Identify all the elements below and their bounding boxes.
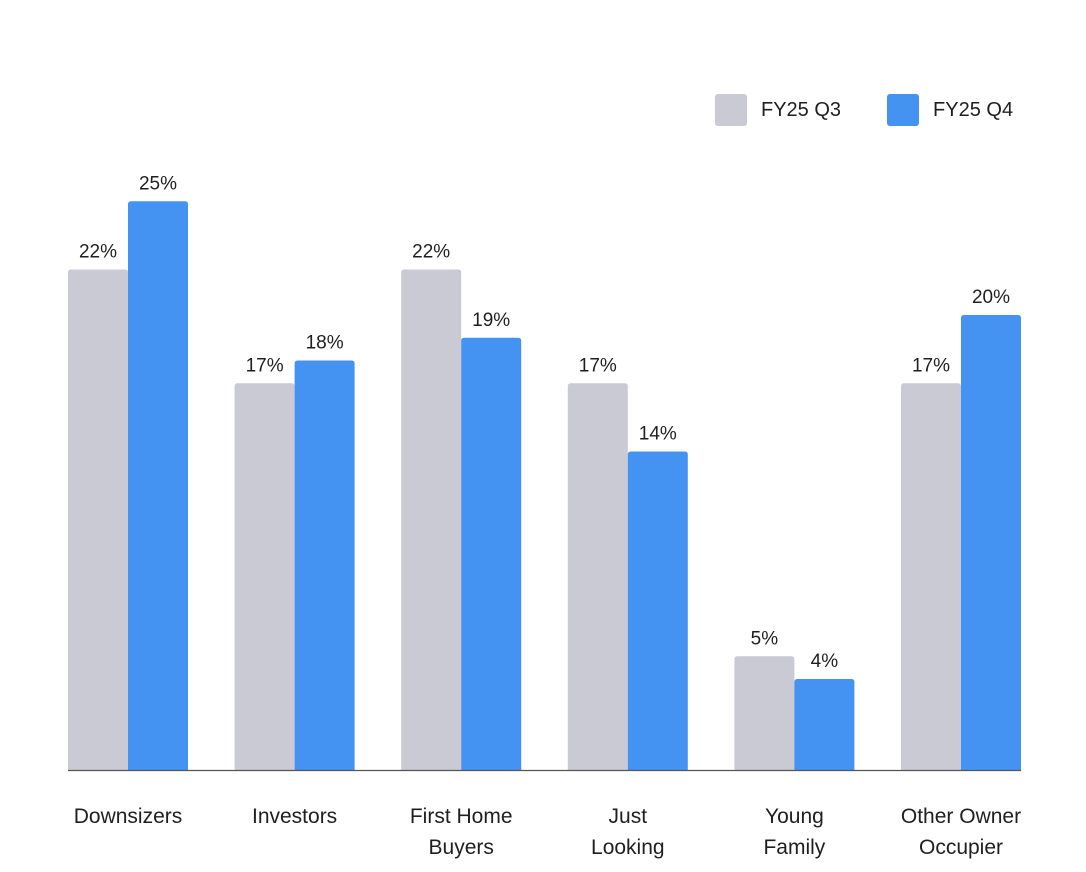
data-label-4-series-1: 4% bbox=[811, 651, 839, 672]
bar-0-series-0 bbox=[68, 269, 128, 770]
data-label-1-series-0: 17% bbox=[246, 355, 284, 376]
category-label-5: Other Owner Occupier bbox=[901, 805, 1021, 859]
bar-2-series-0 bbox=[401, 269, 462, 770]
category-label-4-line-0: Young bbox=[765, 805, 824, 828]
bar-5-series-1 bbox=[961, 315, 1021, 770]
bar-5-series-0 bbox=[901, 383, 961, 770]
data-label-3-series-1: 14% bbox=[639, 424, 677, 445]
legend-label-q4: FY25 Q4 bbox=[933, 98, 1014, 121]
data-label-0-series-0: 22% bbox=[79, 242, 117, 263]
legend-item-q3: FY25 Q3 bbox=[715, 94, 841, 126]
category-label-0: Downsizers bbox=[74, 805, 183, 828]
category-label-4-line-1: Family bbox=[763, 836, 825, 859]
category-label-4: Young Family bbox=[763, 805, 825, 859]
category-label-1: Investors bbox=[252, 805, 337, 828]
bar-2-series-1 bbox=[461, 337, 522, 770]
data-label-2-series-0: 22% bbox=[412, 242, 450, 263]
legend-swatch-q3 bbox=[715, 94, 747, 126]
category-label-3: Just Looking bbox=[591, 805, 665, 859]
bar-3-series-1 bbox=[627, 451, 688, 770]
bar-1-series-0 bbox=[234, 383, 295, 770]
legend-item-q4: FY25 Q4 bbox=[887, 94, 1013, 126]
bar-4-series-0 bbox=[734, 656, 795, 770]
bar-1-series-1 bbox=[294, 360, 355, 770]
category-label-3-line-1: Looking bbox=[591, 836, 665, 859]
bar-3-series-0 bbox=[567, 383, 628, 770]
category-label-2: First Home Buyers bbox=[410, 805, 513, 859]
legend: FY25 Q3 FY25 Q4 bbox=[715, 94, 1013, 126]
category-label-0-line-0: Downsizers bbox=[74, 805, 183, 828]
category-label-3-line-0: Just bbox=[609, 805, 648, 828]
category-label-2-line-0: First Home bbox=[410, 805, 513, 828]
data-label-5-series-0: 17% bbox=[912, 355, 950, 376]
data-label-0-series-1: 25% bbox=[139, 173, 177, 194]
legend-label-q3: FY25 Q3 bbox=[761, 98, 842, 121]
category-label-5-line-0: Other Owner bbox=[901, 805, 1021, 828]
legend-swatch-q4 bbox=[887, 94, 920, 126]
category-label-5-line-1: Occupier bbox=[919, 836, 1003, 859]
bar-0-series-1 bbox=[128, 201, 188, 770]
data-label-4-series-0: 5% bbox=[751, 628, 779, 649]
data-label-3-series-0: 17% bbox=[579, 355, 617, 376]
category-label-1-line-0: Investors bbox=[252, 805, 337, 828]
category-label-2-line-1: Buyers bbox=[429, 836, 494, 859]
data-label-2-series-1: 19% bbox=[472, 310, 510, 331]
bar-4-series-1 bbox=[794, 679, 855, 770]
data-label-5-series-1: 20% bbox=[972, 287, 1010, 308]
data-label-1-series-1: 18% bbox=[306, 333, 344, 354]
